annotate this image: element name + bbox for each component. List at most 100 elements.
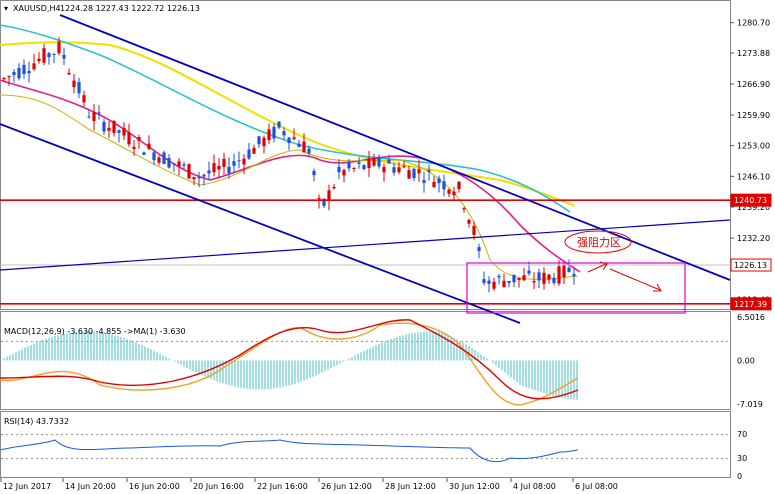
candle-body: [312, 170, 316, 176]
candle-body: [392, 167, 396, 173]
symbol-label: XAUUSD,H4: [13, 4, 61, 13]
price-tick-label: 1259.90: [737, 111, 770, 120]
candle-body: [282, 131, 286, 136]
candle-body: [197, 177, 201, 179]
candle-body: [222, 158, 226, 167]
time-tick-label: 28 Jun 12:00: [385, 482, 436, 491]
candle-body: [497, 275, 501, 278]
candle-body: [162, 152, 166, 165]
candle-body: [532, 280, 536, 283]
time-tick-label: 26 Jun 12:00: [321, 482, 372, 491]
channel-lower-line: [0, 123, 521, 324]
candle-body: [62, 55, 66, 59]
candle-body: [122, 128, 126, 136]
candle-body: [562, 264, 566, 278]
candle-body: [352, 168, 356, 170]
candle-body: [347, 162, 351, 169]
candle-body: [452, 191, 456, 196]
candle-body: [172, 163, 176, 165]
resistance-zone-note: 强阻力区: [577, 236, 621, 249]
price-tick-label: 1239.20: [737, 203, 770, 212]
candle-body: [437, 178, 441, 184]
candle-body: [47, 53, 51, 58]
candle-body: [137, 137, 141, 141]
candle-body: [127, 132, 131, 145]
candle-body: [142, 152, 146, 155]
ohlc-label: 1224.28 1227.43 1222.72 1226.13: [60, 4, 200, 13]
candle-body: [292, 137, 296, 140]
candle-body: [417, 169, 421, 174]
candle-body: [477, 247, 481, 251]
arrow-up: [587, 263, 607, 273]
current-price-badge: 1226.13: [734, 261, 767, 270]
support-price-badge-bg: [730, 297, 772, 311]
rsi-label: RSI(14) 43.7332: [4, 417, 69, 426]
candle-body: [37, 58, 41, 62]
trend-line: [0, 219, 731, 271]
candle-body: [167, 158, 171, 168]
candle-body: [377, 156, 381, 167]
candle-body: [202, 174, 206, 177]
arrow-down: [609, 268, 661, 291]
candle-body: [247, 149, 251, 159]
candle-body: [522, 275, 526, 281]
channel-upper-line: [59, 14, 731, 281]
candle-body: [257, 136, 261, 145]
symbol-dropdown-icon[interactable]: ▾: [4, 4, 8, 13]
price-tick-label: 1273.88: [737, 49, 770, 58]
candle-body: [467, 219, 471, 224]
candle-body: [22, 64, 26, 75]
candle-body: [117, 130, 121, 133]
candle-body: [217, 165, 221, 170]
candle-body: [297, 143, 301, 147]
time-tick-label: 16 Jun 20:00: [129, 482, 180, 491]
candle-body: [57, 41, 61, 54]
candle-body: [552, 277, 556, 284]
arrow-up-head: [599, 261, 608, 271]
candle-body: [187, 164, 191, 179]
candle-body: [572, 274, 576, 277]
candle-body: [107, 127, 111, 131]
macd-tick-label: 6.5016: [737, 313, 765, 322]
price-tick-label: 1253.00: [737, 142, 770, 151]
candle-body: [32, 63, 36, 70]
candle-body: [407, 170, 411, 179]
candle-body: [512, 274, 516, 283]
candle-body: [67, 72, 71, 75]
time-tick-label: 12 Jun 2017: [3, 482, 51, 491]
candle-body: [237, 160, 241, 162]
candle-body: [362, 165, 366, 170]
candle-body: [182, 164, 186, 166]
ema-slow-line: [0, 41, 576, 207]
rsi-tick-label: 70: [737, 430, 747, 439]
macd-tick-label: 0.00: [737, 357, 755, 366]
candle-body: [502, 280, 506, 288]
consolidation-zone: [466, 262, 686, 314]
candle-body: [307, 148, 311, 154]
rsi-line: [0, 439, 579, 463]
candle-body: [422, 180, 426, 183]
candle-body: [17, 67, 21, 79]
candle-body: [152, 152, 156, 161]
ema-teal-line: [0, 24, 571, 213]
candle-body: [507, 280, 511, 283]
candle-body: [212, 163, 216, 173]
candle-body: [332, 186, 336, 189]
time-tick-label: 22 Jun 16:00: [257, 482, 308, 491]
candle-body: [482, 279, 486, 283]
candle-body: [447, 189, 451, 194]
candle-body: [372, 158, 376, 166]
candle-body: [342, 169, 346, 176]
candle-body: [457, 181, 461, 190]
candle-body: [492, 281, 496, 289]
resistance-price-badge: 1240.73: [734, 196, 767, 205]
rsi-tick-label: 30: [737, 454, 747, 463]
macd-tick-label: -7.019: [737, 400, 763, 409]
candle-body: [82, 95, 86, 103]
candle-body: [157, 157, 161, 163]
candle-body: [557, 266, 561, 284]
candle-body: [242, 158, 246, 165]
candle-body: [7, 76, 11, 78]
candle-body: [427, 170, 431, 172]
